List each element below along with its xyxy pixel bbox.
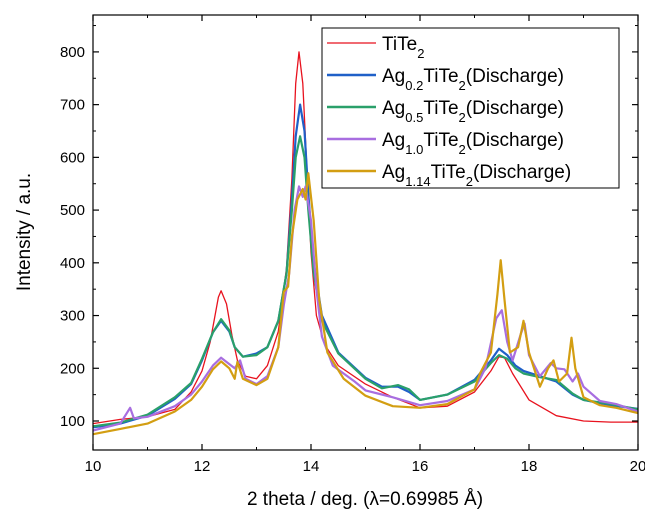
x-tick-label: 14 <box>303 458 320 475</box>
x-tick-label: 16 <box>412 458 429 475</box>
legend-label-4: Ag1.14TiTe2(Discharge) <box>382 162 571 189</box>
y-tick-label: 700 <box>60 97 85 114</box>
y-tick-label: 200 <box>60 360 85 377</box>
y-tick-label: 500 <box>60 202 85 219</box>
legend-label-0: TiTe2 <box>382 34 424 61</box>
x-tick-label: 18 <box>521 458 538 475</box>
y-tick-label: 300 <box>60 308 85 325</box>
legend: TiTe2 Ag0.2TiTe2(Discharge) Ag0.5TiTe2(Dis… <box>321 27 620 189</box>
x-tick-label: 10 <box>85 458 102 475</box>
series-line-4 <box>92 172 639 436</box>
x-tick-label: 20 <box>630 458 645 475</box>
tick-layer: 10 12 14 16 18 20 100 200 300 400 500 600 700 800 <box>60 15 645 475</box>
plot-area: 10 12 14 16 18 20 100 200 300 400 500 600 700 800 <box>60 14 645 475</box>
y-tick-label: 400 <box>60 255 85 272</box>
series-layer <box>92 51 639 436</box>
legend-label-1: Ag0.2TiTe2(Discharge) <box>382 66 564 93</box>
x-axis-title: 2 theta / deg. (λ=0.69985 Å) <box>247 489 483 510</box>
legend-label-3: Ag1.0TiTe2(Discharge) <box>382 130 564 157</box>
series-line-2 <box>92 135 639 428</box>
x-tick-label: 12 <box>194 458 211 475</box>
y-tick-label: 600 <box>60 149 85 166</box>
legend-label-2: Ag0.5TiTe2(Discharge) <box>382 98 564 125</box>
series-line-3 <box>92 185 639 432</box>
y-tick-label: 800 <box>60 44 85 61</box>
legend-items: TiTe2 Ag0.2TiTe2(Discharge) Ag0.5TiTe2(Dis… <box>327 34 571 189</box>
y-tick-label: 100 <box>60 413 85 430</box>
y-axis-title: Intensity / a.u. <box>14 173 35 291</box>
